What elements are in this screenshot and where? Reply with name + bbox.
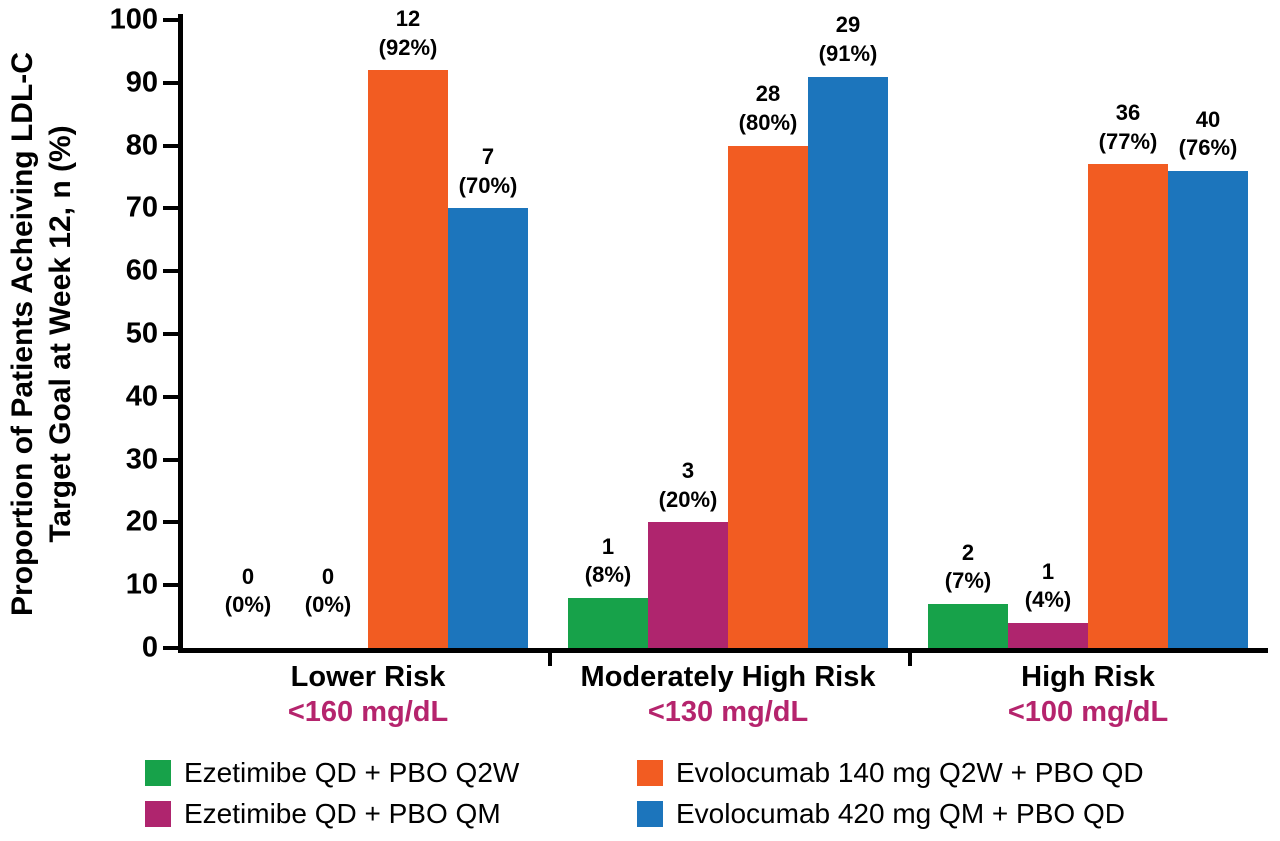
legend-swatch-icon (637, 760, 663, 786)
category-name: Moderately High Risk (580, 661, 876, 693)
category-threshold: <100 mg/dL (1007, 695, 1169, 728)
legend-label: Ezetimibe QD + PBO QM (184, 798, 501, 829)
bar-slot: 1 (8%) (568, 20, 648, 648)
bar (928, 604, 1008, 648)
bar (568, 597, 648, 648)
bar-value-label: 1 (4%) (1024, 558, 1072, 613)
legend-swatch-icon (145, 760, 171, 786)
bar-slot: 36 (77%) (1088, 20, 1168, 648)
bar-value-label: 28 (80%) (738, 81, 798, 136)
category-name: Lower Risk (290, 661, 446, 693)
bar-value-label: 40 (76%) (1178, 106, 1238, 161)
bar (1008, 622, 1088, 648)
legend-label: Evolocumab 420 mg QM + PBO QD (676, 798, 1125, 829)
y-tick-mark (163, 269, 178, 274)
bar-slot: 12 (92%) (368, 6, 448, 648)
bar (1168, 170, 1248, 648)
category-label: Moderately High Risk <130 mg/dL (558, 660, 898, 730)
y-tick-mark (163, 80, 178, 85)
bar-slot: 28 (80%) (728, 20, 808, 648)
x-divider-tick (908, 650, 912, 666)
y-tick-label: 80 (125, 129, 158, 162)
y-tick-mark (163, 143, 178, 148)
y-tick-label: 20 (125, 505, 158, 538)
y-tick-label: 30 (125, 443, 158, 476)
bar-slot: 0 (0%) (288, 20, 368, 648)
bar-value-label: 1 (8%) (584, 533, 632, 588)
y-tick-mark (163, 394, 178, 399)
bar-value-label: 2 (7%) (944, 539, 992, 594)
legend-swatch-icon (145, 801, 171, 827)
bar (808, 76, 888, 648)
bar-group: 0 (0%) 0 (0%) 12 (92%) 7 (70%) (208, 6, 528, 648)
category-label: High Risk <100 mg/dL (918, 660, 1258, 730)
bar-group: 2 (7%) 1 (4%) 36 (77%) 40 (76%) (928, 20, 1248, 648)
bar-slot: 0 (0%) (208, 20, 288, 648)
bar-slot: 7 (70%) (448, 20, 528, 648)
bar-value-label: 0 (0%) (224, 563, 272, 618)
x-axis-baseline (178, 648, 1268, 653)
y-axis-title-line1: Proportion of Patients Acheiving LDL-C (6, 52, 39, 616)
bar-group: 1 (8%) 3 (20%) 28 (80%) 29 (91%) (568, 12, 888, 648)
legend-item: Evolocumab 140 mg Q2W + PBO QD (637, 757, 1144, 789)
bar-value-label: 36 (77%) (1098, 100, 1158, 154)
y-tick-label: 40 (125, 380, 158, 413)
bar (1088, 164, 1168, 648)
bar (728, 145, 808, 648)
category-name: High Risk (1021, 661, 1155, 693)
legend-item: Ezetimibe QD + PBO Q2W (145, 757, 637, 789)
bar-value-label: 29 (91%) (818, 12, 878, 66)
y-tick-mark (163, 206, 178, 211)
category-label: Lower Risk <160 mg/dL (198, 660, 538, 730)
bar-slot: 29 (91%) (808, 12, 888, 648)
y-tick-label: 90 (125, 66, 158, 99)
bar-value-label: 3 (20%) (658, 458, 718, 512)
y-tick-mark (163, 583, 178, 588)
y-tick-mark (163, 457, 178, 462)
y-tick-label: 50 (125, 317, 158, 350)
legend-item: Ezetimibe QD + PBO QM (145, 798, 637, 830)
y-axis-title-line2: Target Goal at Week 12, n (%) (43, 125, 77, 543)
bar-value-label: 12 (92%) (378, 6, 438, 60)
legend: Ezetimibe QD + PBO Q2W Evolocumab 140 mg … (145, 757, 1144, 830)
bar (648, 522, 728, 648)
bar-value-label: 0 (0%) (304, 563, 352, 618)
y-tick-label: 0 (141, 631, 158, 664)
y-axis-title: Proportion of Patients Acheiving LDL-C T… (4, 0, 80, 684)
category-threshold: <130 mg/dL (647, 695, 809, 728)
y-tick-mark (163, 332, 178, 336)
y-tick-mark (163, 520, 178, 525)
bar (368, 70, 448, 648)
bar-value-label: 7 (70%) (458, 144, 518, 198)
bar-slot: 1 (4%) (1008, 20, 1088, 648)
legend-swatch-icon (637, 801, 663, 827)
y-axis-line (178, 14, 183, 653)
bar-slot: 2 (7%) (928, 20, 1008, 648)
bar (448, 208, 528, 648)
y-tick-label: 100 (109, 3, 158, 36)
legend-item: Evolocumab 420 mg QM + PBO QD (637, 798, 1144, 830)
legend-label: Ezetimibe QD + PBO Q2W (184, 757, 520, 788)
y-tick-mark (163, 18, 178, 22)
y-tick-mark (163, 646, 178, 650)
bar-slot: 40 (76%) (1168, 20, 1248, 648)
x-divider-tick (548, 650, 552, 666)
y-tick-label: 70 (125, 191, 158, 224)
y-tick-label: 60 (125, 254, 158, 287)
y-tick-label: 10 (125, 568, 158, 601)
category-threshold: <160 mg/dL (287, 695, 449, 728)
bar-slot: 3 (20%) (648, 20, 728, 648)
legend-label: Evolocumab 140 mg Q2W + PBO QD (676, 757, 1144, 788)
